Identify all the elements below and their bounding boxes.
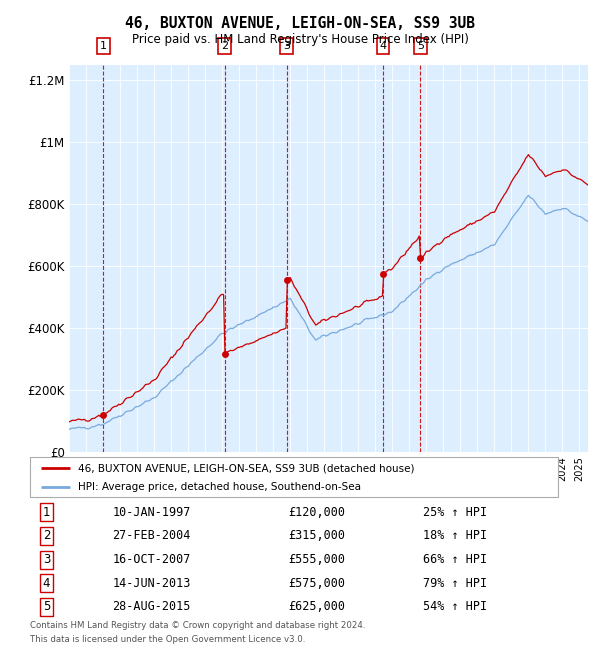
Text: 5: 5 [417, 41, 424, 51]
Text: This data is licensed under the Open Government Licence v3.0.: This data is licensed under the Open Gov… [30, 634, 305, 644]
Text: 1: 1 [100, 41, 107, 51]
Text: 4: 4 [43, 577, 50, 590]
Text: 54% ↑ HPI: 54% ↑ HPI [423, 601, 487, 614]
Text: 3: 3 [43, 553, 50, 566]
Text: 10-JAN-1997: 10-JAN-1997 [112, 506, 191, 519]
Text: £625,000: £625,000 [289, 601, 346, 614]
Text: 79% ↑ HPI: 79% ↑ HPI [423, 577, 487, 590]
Text: 27-FEB-2004: 27-FEB-2004 [112, 530, 191, 543]
Text: 46, BUXTON AVENUE, LEIGH-ON-SEA, SS9 3UB (detached house): 46, BUXTON AVENUE, LEIGH-ON-SEA, SS9 3UB… [77, 463, 414, 473]
Text: 4: 4 [379, 41, 386, 51]
Text: 5: 5 [43, 601, 50, 614]
Text: 18% ↑ HPI: 18% ↑ HPI [423, 530, 487, 543]
Text: 16-OCT-2007: 16-OCT-2007 [112, 553, 191, 566]
Text: 46, BUXTON AVENUE, LEIGH-ON-SEA, SS9 3UB: 46, BUXTON AVENUE, LEIGH-ON-SEA, SS9 3UB [125, 16, 475, 31]
Text: 2: 2 [221, 41, 229, 51]
Text: £575,000: £575,000 [289, 577, 346, 590]
Text: Contains HM Land Registry data © Crown copyright and database right 2024.: Contains HM Land Registry data © Crown c… [30, 621, 365, 630]
Text: Price paid vs. HM Land Registry's House Price Index (HPI): Price paid vs. HM Land Registry's House … [131, 32, 469, 46]
Text: 2: 2 [43, 530, 50, 543]
Text: £120,000: £120,000 [289, 506, 346, 519]
Text: HPI: Average price, detached house, Southend-on-Sea: HPI: Average price, detached house, Sout… [77, 482, 361, 492]
Text: 1: 1 [43, 506, 50, 519]
Text: 25% ↑ HPI: 25% ↑ HPI [423, 506, 487, 519]
Text: 66% ↑ HPI: 66% ↑ HPI [423, 553, 487, 566]
Text: £555,000: £555,000 [289, 553, 346, 566]
Text: 14-JUN-2013: 14-JUN-2013 [112, 577, 191, 590]
Text: £315,000: £315,000 [289, 530, 346, 543]
Text: 3: 3 [283, 41, 290, 51]
Text: 28-AUG-2015: 28-AUG-2015 [112, 601, 191, 614]
